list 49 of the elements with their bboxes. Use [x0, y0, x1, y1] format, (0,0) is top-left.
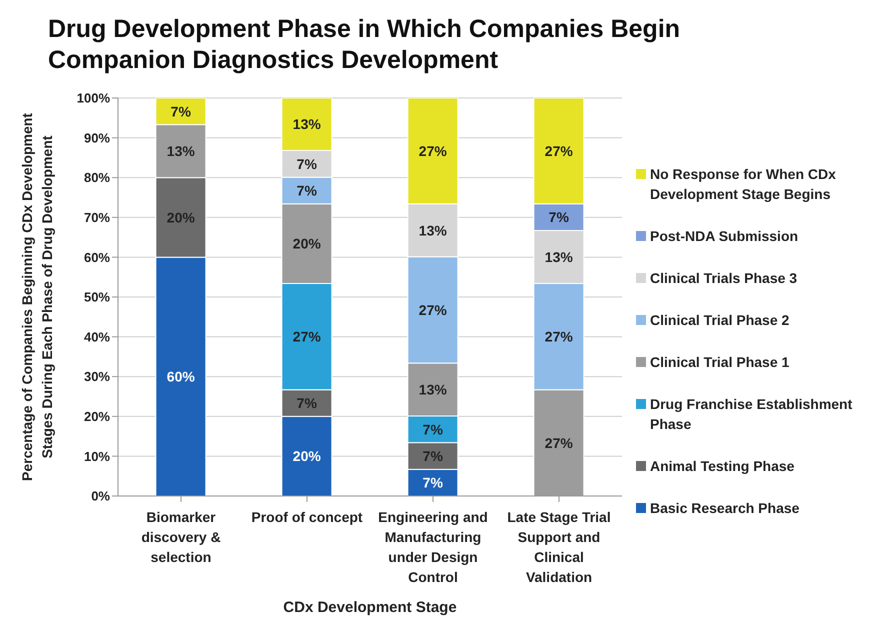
y-tick-label: 90%	[84, 130, 110, 146]
data-label: 7%	[296, 156, 318, 172]
y-tick-label: 60%	[84, 250, 110, 265]
data-label: 13%	[166, 143, 196, 160]
data-label: 27%	[418, 302, 448, 318]
data-label: 20%	[292, 448, 322, 464]
data-label: 7%	[422, 448, 444, 464]
data-label: 13%	[418, 222, 448, 238]
legend-label: Clinical Trial Phase 2	[650, 311, 790, 330]
y-tick-label: 70%	[84, 210, 110, 226]
chart-title: Drug Development Phase in Which Companies Begin Companion Diagnostics Development	[47, 14, 682, 76]
y-tick-label: 30%	[84, 369, 110, 384]
x-axis-title: CDx Development Stage	[283, 599, 457, 616]
data-label: 27%	[544, 328, 574, 345]
data-label: 7%	[296, 182, 318, 199]
x-tick-label: Proof of concept	[251, 509, 363, 525]
data-label: 7%	[422, 474, 444, 491]
data-label: 13%	[418, 382, 448, 398]
y-tick-label: 80%	[84, 170, 110, 186]
data-label: 27%	[544, 434, 574, 451]
data-label: 60%	[166, 368, 196, 385]
data-label: 27%	[418, 142, 448, 159]
data-label: 7%	[548, 209, 570, 226]
legend-label: Drug Franchise Establishment Phase	[650, 395, 854, 434]
x-tick-label: Engineering and Manufacturing under Design Control	[378, 509, 488, 585]
data-label: 7%	[296, 395, 318, 412]
y-tick-label: 10%	[84, 448, 110, 464]
data-label: 27%	[292, 328, 322, 345]
data-label: 13%	[292, 116, 322, 132]
y-tick-label: 100%	[76, 90, 110, 106]
y-tick-label: 20%	[84, 409, 110, 424]
y-tick-label: 50%	[84, 290, 110, 305]
x-tick-label: Biomarker discovery & selection	[141, 509, 221, 565]
legend-label: Basic Research Phase	[650, 499, 800, 518]
legend-label: No Response for When CDx Development Stage Begins	[650, 165, 837, 204]
x-tick-label: Late Stage Trial Support and Clinical Validation	[507, 509, 611, 585]
legend-label: Clinical Trials Phase 3	[650, 269, 798, 288]
y-axis-title: Percentage of Companies Beginning CDx Development Stages During Each Phase of Drug Development	[19, 112, 55, 481]
data-label: 20%	[166, 209, 196, 226]
legend-label: Post-NDA Submission	[650, 227, 798, 246]
y-tick-label: 0%	[91, 488, 110, 504]
legend-label: Animal Testing Phase	[650, 457, 794, 476]
data-label: 7%	[422, 421, 444, 438]
data-label: 7%	[170, 103, 192, 120]
legend-label: Clinical Trial Phase 1	[650, 353, 790, 372]
y-tick-label: 40%	[84, 329, 110, 344]
data-label: 27%	[544, 142, 574, 159]
data-label: 20%	[292, 236, 322, 252]
data-label: 13%	[544, 248, 574, 265]
